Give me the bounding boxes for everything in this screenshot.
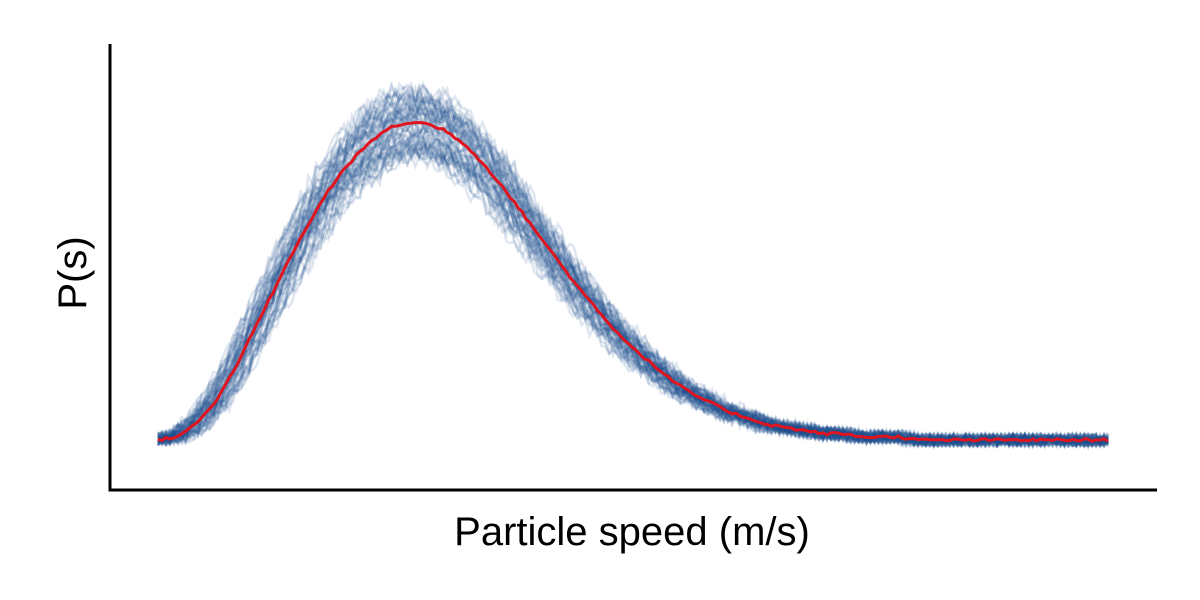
sample-curve [156,108,1110,450]
sample-curve [157,133,1109,448]
sample-curve [157,140,1109,450]
sample-curve [157,139,1110,449]
sample-curve [156,139,1109,449]
y-axis-title: P(s) [51,236,95,309]
sample-curve [157,138,1109,449]
sample-curve [156,137,1109,449]
sample-curve [156,115,1109,449]
sample-curve [157,93,1110,450]
sample-curve [156,116,1109,450]
sample-curve [157,87,1109,449]
sample-curve [157,132,1110,449]
sample-curve [157,127,1110,449]
sample-curve [157,122,1109,450]
sample-curve [156,142,1110,450]
mean-curve [157,120,1109,443]
sample-curve [157,91,1110,450]
x-axis-title: Particle speed (m/s) [454,510,810,554]
sample-curve [157,98,1109,449]
sample-curve [156,91,1109,450]
sample-curve [157,99,1110,449]
sample-curve [156,81,1109,449]
sample-curve [156,98,1109,449]
sample-curve [157,136,1109,450]
mean-curve-group [157,120,1109,443]
sample-curve [156,120,1109,450]
sample-curve [157,97,1110,448]
sample-curve [157,130,1110,450]
sample-curve [157,94,1109,450]
sample-curve [156,129,1110,450]
sample-curve [157,138,1109,449]
sample-curve [157,144,1109,449]
sample-curve [157,109,1109,448]
sample-curve [157,123,1110,449]
sample-curve [157,131,1109,448]
sample-curve [157,85,1110,449]
sample-curve [157,83,1109,450]
sample-curve [157,102,1110,450]
sample-curve [157,126,1109,449]
sample-curves [156,80,1110,451]
sample-curve [157,129,1109,449]
sample-curve [156,100,1110,450]
sample-curve [156,139,1110,448]
sample-curve [157,86,1110,449]
sample-curve [156,135,1109,449]
sample-curve [156,94,1110,449]
sample-curve [157,145,1110,450]
sample-curve [157,138,1109,449]
